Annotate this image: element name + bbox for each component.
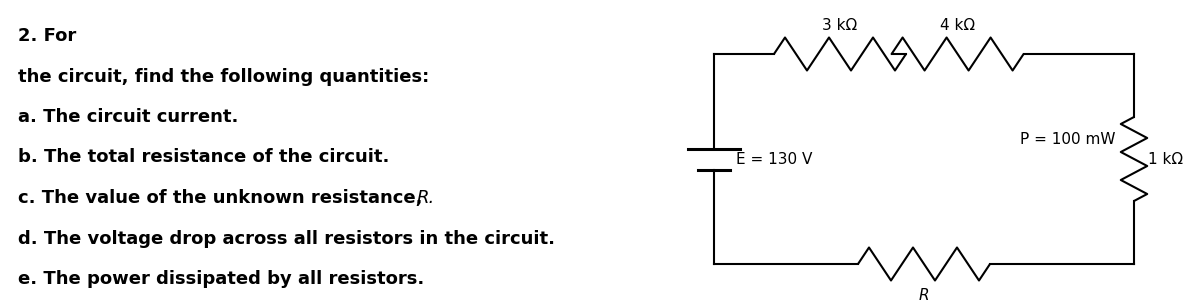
Text: P = 100 mW: P = 100 mW (1020, 132, 1116, 147)
Text: a. The circuit current.: a. The circuit current. (18, 108, 239, 126)
Text: E = 130 V: E = 130 V (736, 152, 812, 166)
Text: e. The power dissipated by all resistors.: e. The power dissipated by all resistors… (18, 270, 425, 288)
Text: c. The value of the unknown resistance,: c. The value of the unknown resistance, (18, 189, 428, 207)
Text: d. The voltage drop across all resistors in the circuit.: d. The voltage drop across all resistors… (18, 230, 554, 247)
Text: 1 kΩ: 1 kΩ (1148, 152, 1183, 166)
Text: 3 kΩ: 3 kΩ (822, 18, 858, 33)
Text: 4 kΩ: 4 kΩ (940, 18, 976, 33)
Text: b. The total resistance of the circuit.: b. The total resistance of the circuit. (18, 148, 389, 166)
Text: R: R (919, 288, 929, 300)
Text: the circuit, find the following quantities:: the circuit, find the following quantiti… (18, 68, 430, 85)
Text: R.: R. (416, 189, 434, 207)
Text: 2. For: 2. For (18, 27, 77, 45)
